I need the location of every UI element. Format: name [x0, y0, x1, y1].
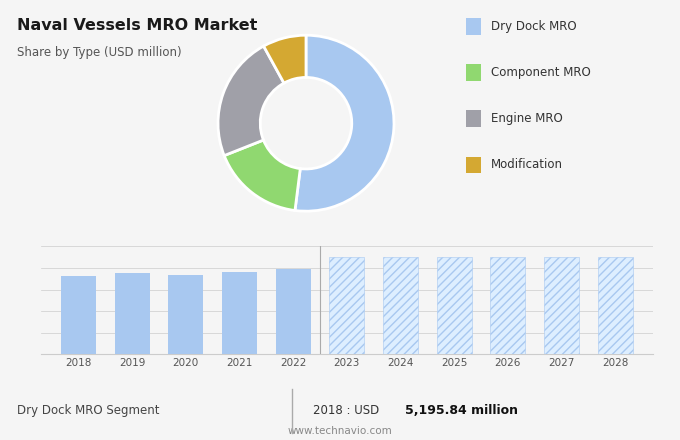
Text: Dry Dock MRO Segment: Dry Dock MRO Segment	[17, 403, 160, 417]
Wedge shape	[224, 140, 301, 210]
Text: Share by Type (USD million): Share by Type (USD million)	[17, 46, 182, 59]
Wedge shape	[218, 46, 284, 156]
Wedge shape	[295, 35, 394, 211]
Bar	[544, 257, 579, 354]
Text: 5,195.84 million: 5,195.84 million	[405, 403, 517, 417]
Bar	[275, 268, 311, 354]
Text: Modification: Modification	[491, 158, 563, 172]
Bar	[383, 257, 418, 354]
Wedge shape	[264, 35, 306, 83]
Text: Engine MRO: Engine MRO	[491, 112, 563, 125]
Text: Dry Dock MRO: Dry Dock MRO	[491, 20, 577, 33]
Bar	[61, 276, 96, 354]
Bar	[437, 257, 472, 354]
Text: www.technavio.com: www.technavio.com	[288, 426, 392, 436]
Bar	[329, 257, 364, 354]
Bar	[222, 272, 257, 354]
Bar	[490, 257, 525, 354]
Bar	[169, 275, 203, 354]
Text: 2018 : USD: 2018 : USD	[313, 403, 383, 417]
Bar	[598, 257, 632, 354]
Text: Naval Vessels MRO Market: Naval Vessels MRO Market	[17, 18, 257, 33]
Bar	[115, 273, 150, 354]
Text: Component MRO: Component MRO	[491, 66, 591, 79]
